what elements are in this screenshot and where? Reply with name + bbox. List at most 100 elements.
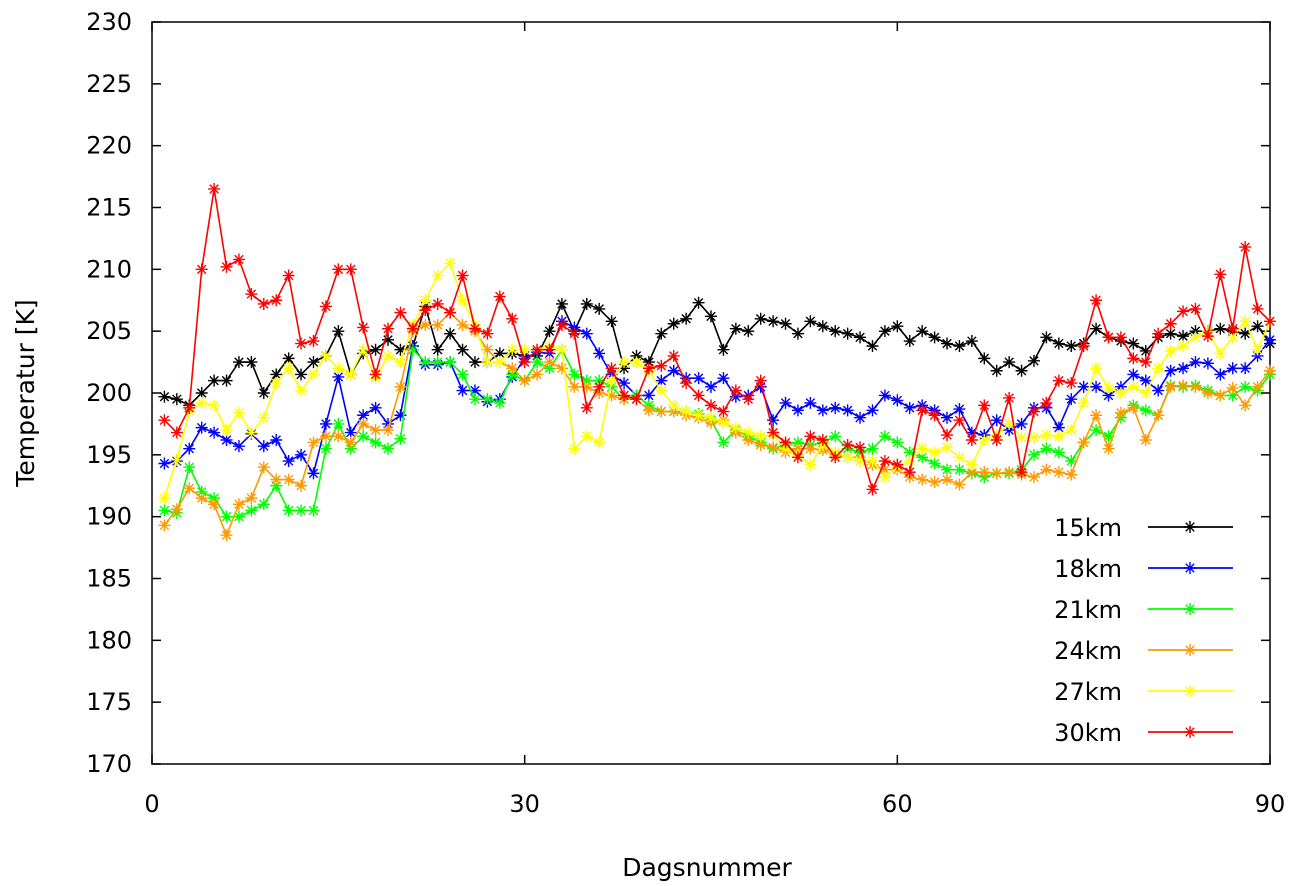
data-point: [1189, 380, 1202, 393]
data-point: [965, 335, 978, 348]
data-point: [357, 417, 370, 430]
data-point: [705, 380, 717, 393]
data-point: [282, 362, 295, 375]
data-point: [779, 396, 792, 409]
data-point: [941, 337, 954, 350]
data-point: [878, 430, 891, 443]
data-point: [319, 430, 332, 443]
data-point: [580, 327, 593, 340]
data-point: [232, 498, 245, 511]
data-point: [493, 290, 506, 303]
data-point: [220, 424, 233, 437]
data-point: [394, 380, 407, 393]
data-point: [667, 317, 680, 330]
data-point: [518, 356, 531, 369]
data-point: [1077, 340, 1090, 353]
data-point: [357, 321, 370, 334]
data-point: [1052, 421, 1065, 434]
data-point: [382, 349, 395, 362]
data-point: [990, 467, 1003, 480]
data-point: [419, 318, 432, 331]
data-point: [705, 411, 717, 424]
data-point: [593, 374, 606, 387]
data-point: [916, 325, 929, 338]
data-point: [1251, 343, 1264, 356]
data-point: [344, 436, 357, 449]
data-point: [593, 436, 606, 449]
data-point: [655, 327, 668, 340]
data-point: [183, 482, 196, 495]
data-point: [1077, 396, 1090, 409]
data-point: [618, 389, 631, 402]
data-point: [891, 320, 904, 333]
data-point: [717, 372, 730, 385]
legend-item-15km: 15km: [1054, 514, 1233, 542]
data-point: [208, 426, 221, 439]
data-point: [903, 446, 916, 459]
data-point: [307, 356, 320, 369]
data-point: [1189, 302, 1202, 315]
data-point: [1239, 327, 1252, 340]
y-tick-label: 175: [86, 688, 132, 716]
data-point: [618, 356, 631, 369]
data-point: [245, 288, 258, 301]
data-point: [245, 504, 258, 517]
data-point: [245, 356, 258, 369]
data-point: [295, 504, 308, 517]
data-point: [829, 430, 842, 443]
data-point: [1127, 352, 1140, 365]
y-tick-label: 200: [86, 379, 132, 407]
data-point: [978, 352, 991, 365]
data-point: [1015, 466, 1028, 479]
data-point: [891, 458, 904, 471]
data-point: [170, 393, 183, 406]
data-point: [568, 327, 581, 340]
data-point: [655, 374, 668, 387]
data-point: [692, 296, 705, 309]
data-point: [1027, 405, 1040, 418]
data-point: [965, 466, 978, 479]
data-point: [705, 399, 717, 412]
data-point: [295, 368, 308, 381]
y-tick-label: 205: [86, 317, 132, 345]
data-point: [742, 393, 755, 406]
data-point: [928, 457, 941, 470]
data-point: [1040, 396, 1053, 409]
data-point: [1052, 446, 1065, 459]
data-point: [953, 451, 966, 464]
data-point: [580, 380, 593, 393]
data-point: [1065, 377, 1078, 390]
data-point: [680, 312, 693, 325]
x-tick-label: 30: [509, 790, 540, 818]
data-point: [431, 356, 444, 369]
data-point: [1065, 455, 1078, 468]
data-point: [593, 302, 606, 315]
data-point: [394, 356, 407, 369]
data-point: [580, 297, 593, 310]
data-point: [891, 436, 904, 449]
data-point: [804, 430, 817, 443]
data-point: [1152, 409, 1165, 422]
data-point: [593, 347, 606, 360]
data-point: [431, 318, 444, 331]
data-point: [804, 396, 817, 409]
data-point: [344, 368, 357, 381]
data-point: [1164, 380, 1177, 393]
data-point: [195, 263, 208, 276]
data-point: [158, 414, 171, 427]
data-point: [170, 426, 183, 439]
data-point: [481, 393, 494, 406]
data-point: [804, 315, 817, 328]
data-point: [978, 466, 991, 479]
data-point: [729, 390, 742, 403]
data-point: [605, 315, 618, 328]
y-tick-label: 185: [86, 565, 132, 593]
data-point: [854, 441, 867, 454]
y-tick-label: 215: [86, 194, 132, 222]
data-point: [282, 473, 295, 486]
data-point: [319, 349, 332, 362]
data-point: [717, 416, 730, 429]
data-point: [630, 349, 643, 362]
data-point: [232, 510, 245, 523]
data-point: [779, 317, 792, 330]
